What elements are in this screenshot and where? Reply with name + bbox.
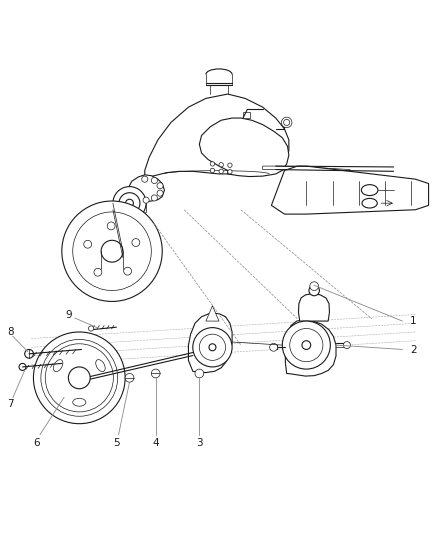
Circle shape [195,369,204,378]
Circle shape [283,321,330,369]
Text: 6: 6 [33,438,40,448]
Circle shape [343,342,350,349]
Circle shape [228,169,232,174]
Circle shape [143,197,149,203]
Ellipse shape [96,360,105,372]
Circle shape [94,268,102,276]
Circle shape [193,328,232,367]
Circle shape [124,267,131,275]
Circle shape [101,240,123,262]
Circle shape [282,117,292,128]
Circle shape [126,199,134,207]
Circle shape [284,119,290,125]
Circle shape [119,193,140,214]
Circle shape [219,163,223,167]
Circle shape [19,364,26,370]
Circle shape [125,374,134,382]
Circle shape [33,332,125,424]
Text: 1: 1 [410,316,417,326]
Circle shape [84,240,92,248]
Polygon shape [298,294,329,321]
Circle shape [302,341,311,350]
Circle shape [132,239,140,246]
Circle shape [310,282,318,290]
Circle shape [45,344,113,412]
Circle shape [151,177,157,183]
Polygon shape [188,313,232,373]
Ellipse shape [362,198,377,208]
Circle shape [151,195,157,201]
Text: 9: 9 [65,310,72,319]
Polygon shape [286,320,336,376]
Polygon shape [199,118,289,176]
Ellipse shape [73,398,86,406]
Circle shape [228,163,232,167]
Circle shape [209,344,216,351]
Circle shape [210,168,215,173]
Circle shape [157,183,163,189]
Circle shape [73,212,151,290]
Polygon shape [145,94,289,181]
Polygon shape [129,175,164,202]
Text: 3: 3 [196,438,203,448]
Text: 2: 2 [410,345,417,356]
Circle shape [309,285,319,296]
Text: 5: 5 [113,438,120,448]
Polygon shape [243,111,250,118]
Circle shape [270,343,278,351]
Polygon shape [272,166,428,214]
Polygon shape [263,166,350,173]
Circle shape [68,367,90,389]
Text: 7: 7 [7,399,14,409]
Text: 4: 4 [152,438,159,448]
Circle shape [25,350,33,358]
Circle shape [151,369,160,378]
Ellipse shape [361,184,378,196]
Circle shape [157,190,163,196]
Circle shape [41,340,118,416]
Circle shape [62,201,162,302]
Circle shape [88,326,94,331]
Circle shape [290,328,323,362]
Circle shape [113,187,146,220]
Circle shape [142,176,148,182]
Circle shape [219,169,223,174]
Circle shape [210,161,215,166]
Polygon shape [206,306,219,321]
Ellipse shape [53,360,63,372]
Text: 8: 8 [7,327,14,337]
Circle shape [199,334,226,360]
Circle shape [107,222,115,230]
